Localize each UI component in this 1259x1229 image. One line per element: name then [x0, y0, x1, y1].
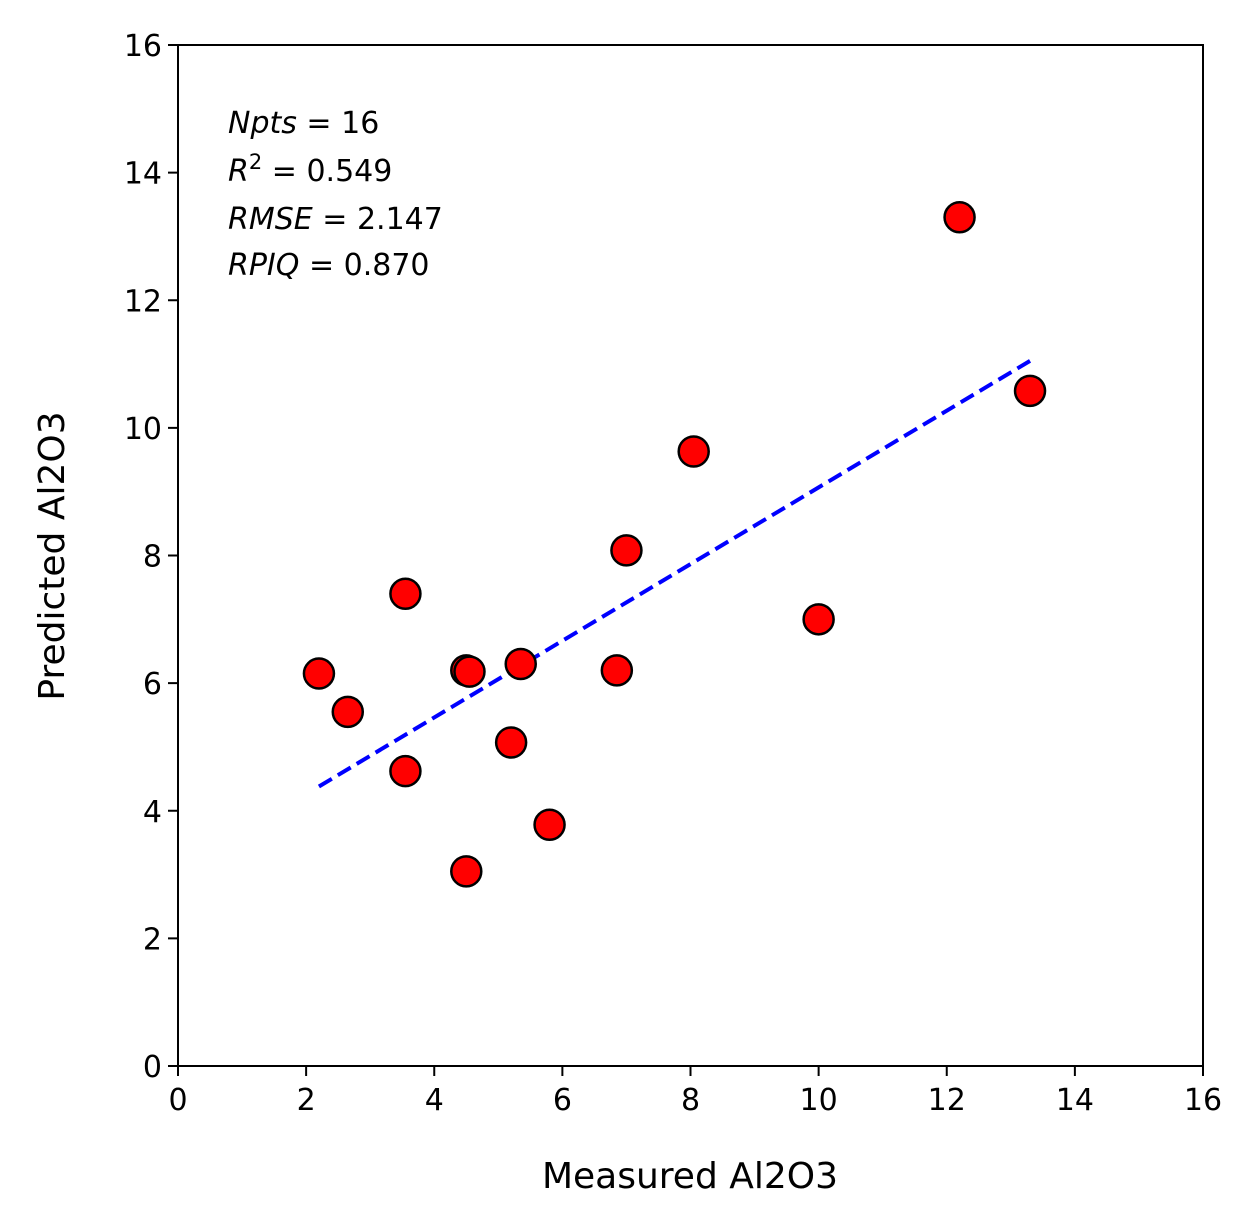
data-point [802, 603, 835, 636]
y-tick-label: 8 [143, 540, 162, 575]
data-point [533, 808, 566, 842]
stat-rpiq-value: 0.870 [344, 248, 430, 283]
fit-line [317, 359, 1032, 789]
x-tick-label: 14 [1056, 1083, 1094, 1118]
y-tick-label: 2 [143, 922, 162, 957]
data-point [600, 654, 634, 687]
stat-rmse: RMSE = 2.147 [228, 202, 443, 237]
data-point [610, 534, 643, 567]
y-tick-label: 6 [143, 667, 162, 702]
y-tick-label: 4 [143, 795, 162, 830]
data-point [389, 577, 422, 611]
y-tick-label: 12 [124, 284, 162, 319]
x-axis-ticks: 0 2 4 6 8 10 12 14 16 [168, 1066, 1222, 1118]
x-tick-label: 2 [297, 1083, 316, 1118]
y-tick-label: 0 [143, 1050, 162, 1085]
x-tick-label: 12 [928, 1083, 966, 1118]
stat-rmse-eq: = [313, 202, 357, 237]
y-tick-label: 14 [124, 157, 162, 192]
data-point [389, 754, 422, 788]
data-point [504, 647, 537, 681]
stat-r2-name: R [228, 154, 249, 189]
points-layer [302, 201, 1047, 888]
data-point [677, 435, 710, 468]
data-point [331, 695, 365, 729]
data-point [450, 855, 483, 888]
y-axis-ticks: 0 2 4 6 8 10 12 14 16 [124, 29, 178, 1085]
data-point [943, 201, 976, 234]
stat-rmse-name: RMSE [228, 202, 313, 237]
stat-rpiq-eq: = [299, 248, 343, 283]
stat-r2-sup: 2 [249, 150, 262, 174]
stat-rmse-value: 2.147 [357, 202, 443, 237]
data-point [302, 657, 336, 690]
x-tick-label: 16 [1184, 1083, 1222, 1118]
y-tick-label: 16 [124, 29, 162, 64]
plot-area [178, 45, 1203, 1066]
x-axis-label: Measured Al2O3 [542, 1156, 838, 1197]
x-tick-label: 8 [681, 1083, 700, 1118]
y-axis-label: Predicted Al2O3 [32, 411, 73, 700]
stat-r2-value: 0.549 [306, 154, 392, 189]
x-tick-label: 0 [168, 1083, 187, 1118]
stat-r2: R2 = 0.549 [228, 150, 392, 189]
data-point [494, 726, 528, 759]
stat-r2-eq: = [262, 154, 306, 189]
stat-npts: Npts = 16 [228, 106, 379, 141]
x-tick-label: 6 [553, 1083, 572, 1118]
x-tick-label: 10 [800, 1083, 838, 1118]
stat-npts-name: Npts [228, 106, 297, 141]
y-tick-label: 10 [124, 412, 162, 447]
fit-line-layer [317, 359, 1032, 789]
stat-npts-value: 16 [341, 106, 379, 141]
x-tick-label: 4 [425, 1083, 444, 1118]
data-point [1013, 374, 1047, 408]
stat-npts-eq: = [297, 106, 341, 141]
stat-rpiq: RPIQ = 0.870 [228, 248, 430, 283]
stat-rpiq-name: RPIQ [228, 248, 299, 283]
data-point [453, 655, 486, 688]
